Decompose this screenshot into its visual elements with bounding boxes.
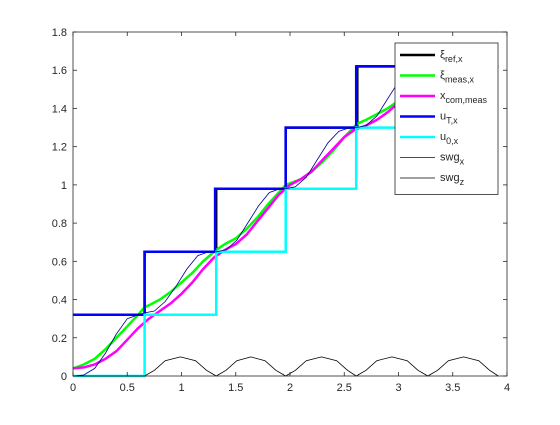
x-tick-label: 4 <box>504 382 510 394</box>
x-tick-label: 2.5 <box>337 382 352 394</box>
x-tick-label: 0.5 <box>120 382 135 394</box>
x-tick-label: 3.5 <box>445 382 460 394</box>
legend-label-main: ξ <box>440 49 445 61</box>
legend-label-sub: com,meas <box>446 95 488 105</box>
legend-label-sub: ref,x <box>445 54 463 64</box>
series-layer <box>72 52 499 378</box>
legend-label-sub: z <box>460 177 465 187</box>
legend-label-main: ξ <box>440 70 445 82</box>
series-line-measx <box>72 57 443 370</box>
legend-entry-label: uT,x <box>440 111 458 126</box>
x-tick-label: 2 <box>287 382 293 394</box>
y-tick-label: 0.8 <box>52 218 67 230</box>
x-tick-label: 3 <box>395 382 401 394</box>
legend-label-main: u <box>440 111 446 123</box>
legend-entry-label: swgx <box>440 152 465 167</box>
y-tick-label: 1.6 <box>52 65 67 77</box>
series-line-swgx <box>72 66 428 377</box>
x-tick-label: 1.5 <box>228 382 243 394</box>
axes-layer: 0 0.5 1 1.5 2 2.5 3 3.5 4 0 0.2 0.4 0.6 0.8 1 1.2 1.4 1.6… <box>52 27 510 394</box>
legend-label-main: swg <box>440 172 460 184</box>
series-line-xcommeas <box>72 52 443 370</box>
series-line-utx <box>73 65 499 317</box>
series-line-u0x <box>73 126 499 378</box>
x-tick-label: 1 <box>178 382 184 394</box>
legend-label-sub: T,x <box>446 116 458 126</box>
legend-entry-label: xcom,meas <box>440 90 488 105</box>
y-tick-label: 1.8 <box>52 27 67 39</box>
x-tick-label: 0 <box>70 382 76 394</box>
series-line-swgz <box>73 356 499 377</box>
legend-entry-label: ξmeas,x <box>440 70 474 85</box>
legend-label-sub: 0,x <box>446 136 459 146</box>
y-tick-label: 0 <box>61 371 67 383</box>
y-tick-label: 1.4 <box>52 103 67 115</box>
legend-label-sub: meas,x <box>445 75 475 85</box>
legend-entry-label: swgz <box>440 172 465 187</box>
legend-label-main: u <box>440 131 446 143</box>
y-tick-label: 0.2 <box>52 333 67 345</box>
legend-entry-label: u0,x <box>440 131 459 146</box>
legend-entry-label: ξref,x <box>440 49 463 64</box>
y-tick-label: 1.2 <box>52 142 67 154</box>
legend-label-sub: x <box>460 157 465 167</box>
y-tick-label: 0.6 <box>52 256 67 268</box>
y-tick-label: 0.4 <box>52 295 67 307</box>
legend-label-main: x <box>440 90 446 102</box>
legend-label-main: swg <box>440 152 460 164</box>
y-tick-label: 1 <box>61 180 67 192</box>
legend-box <box>394 42 499 195</box>
